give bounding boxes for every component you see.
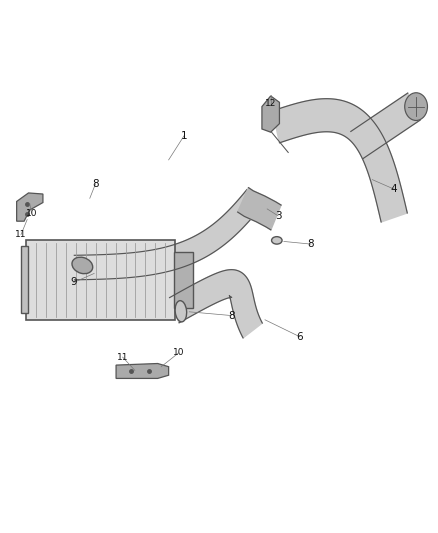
Text: 9: 9 bbox=[70, 278, 77, 287]
Text: 3: 3 bbox=[275, 211, 282, 221]
Bar bbox=[21, 246, 28, 313]
Text: 6: 6 bbox=[297, 332, 304, 342]
Text: 12: 12 bbox=[265, 100, 276, 108]
Text: 11: 11 bbox=[117, 353, 128, 361]
Polygon shape bbox=[262, 96, 279, 132]
Polygon shape bbox=[351, 93, 420, 158]
Circle shape bbox=[405, 93, 427, 120]
Polygon shape bbox=[74, 190, 261, 280]
Ellipse shape bbox=[175, 301, 187, 322]
Ellipse shape bbox=[72, 257, 93, 273]
Ellipse shape bbox=[272, 237, 282, 244]
Polygon shape bbox=[17, 193, 43, 221]
Text: 10: 10 bbox=[26, 209, 37, 217]
Polygon shape bbox=[272, 99, 407, 222]
Bar bbox=[174, 252, 193, 308]
Text: 4: 4 bbox=[391, 184, 398, 194]
Text: 8: 8 bbox=[307, 239, 314, 249]
Polygon shape bbox=[116, 364, 169, 378]
Polygon shape bbox=[238, 188, 281, 230]
Bar bbox=[26, 240, 175, 320]
Polygon shape bbox=[170, 270, 262, 338]
Text: 8: 8 bbox=[92, 179, 99, 189]
Text: 8: 8 bbox=[228, 311, 235, 320]
Text: 1: 1 bbox=[180, 131, 187, 141]
Text: 11: 11 bbox=[15, 230, 27, 239]
Text: 10: 10 bbox=[173, 349, 184, 357]
